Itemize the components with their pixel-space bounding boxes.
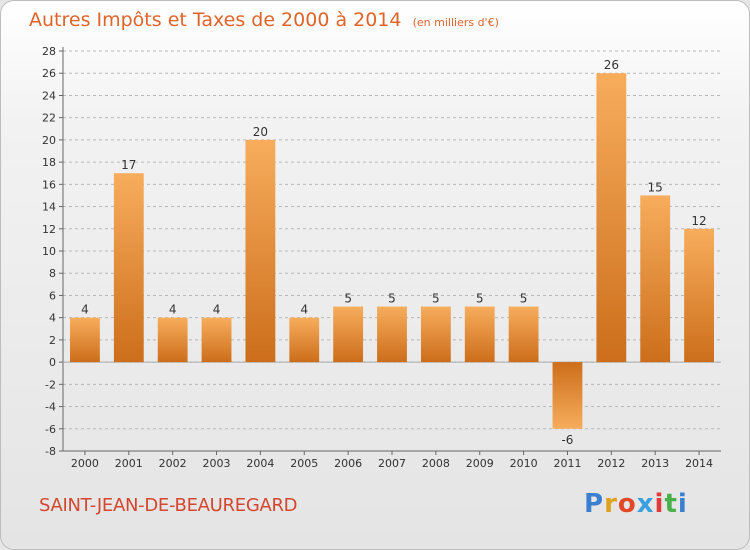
data-label: 15 bbox=[648, 180, 663, 194]
y-tick-label: 22 bbox=[42, 112, 56, 125]
x-tick-label: 2006 bbox=[334, 457, 362, 470]
data-label: 5 bbox=[388, 292, 396, 306]
data-label: 4 bbox=[169, 303, 177, 317]
x-tick-label: 2009 bbox=[466, 457, 494, 470]
data-label: 12 bbox=[691, 214, 706, 228]
x-tick-label: 2001 bbox=[115, 457, 143, 470]
bar bbox=[508, 306, 539, 363]
y-tick-label: -8 bbox=[45, 445, 56, 458]
logo-letter: i bbox=[677, 489, 688, 519]
bar bbox=[157, 317, 188, 363]
y-tick-label: 0 bbox=[49, 356, 56, 369]
bar bbox=[333, 306, 364, 363]
data-label: 5 bbox=[344, 292, 352, 306]
x-tick-label: 2007 bbox=[378, 457, 406, 470]
y-tick-label: -2 bbox=[45, 378, 56, 391]
bar bbox=[245, 139, 276, 363]
bar bbox=[70, 317, 100, 363]
y-tick-label: 28 bbox=[42, 45, 56, 58]
data-label: 5 bbox=[520, 292, 528, 306]
bar bbox=[684, 228, 714, 363]
chart-title-line: Autres Impôts et Taxes de 2000 à 2014 (e… bbox=[29, 9, 499, 31]
y-tick-label: 14 bbox=[42, 201, 56, 214]
bar bbox=[420, 306, 451, 363]
logo-letter: x bbox=[636, 489, 655, 519]
logo-letter: t bbox=[664, 489, 678, 519]
logo-letter: P bbox=[584, 489, 605, 519]
bar bbox=[289, 317, 320, 363]
x-tick-label: 2005 bbox=[290, 457, 318, 470]
bar bbox=[377, 306, 407, 363]
y-tick-label: 18 bbox=[42, 156, 56, 169]
commune-name: SAINT-JEAN-DE-BEAUREGARD bbox=[39, 495, 298, 516]
data-label: 4 bbox=[81, 303, 89, 317]
chart-unit: (en milliers d'€) bbox=[412, 16, 499, 29]
y-tick-label: -6 bbox=[45, 423, 56, 436]
data-label: 5 bbox=[432, 292, 440, 306]
data-label: 17 bbox=[121, 158, 136, 172]
y-tick-label: 10 bbox=[42, 245, 56, 258]
data-label: 26 bbox=[604, 58, 619, 72]
logo-letter: o bbox=[617, 489, 637, 519]
x-tick-label: 2013 bbox=[641, 457, 669, 470]
x-tick-label: 2000 bbox=[71, 457, 99, 470]
x-tick-label: 2002 bbox=[159, 457, 187, 470]
bar bbox=[596, 73, 627, 363]
data-label: 20 bbox=[253, 125, 268, 139]
bar bbox=[113, 173, 144, 363]
y-tick-label: 24 bbox=[42, 89, 56, 102]
data-label: 5 bbox=[476, 292, 484, 306]
y-tick-label: 4 bbox=[49, 312, 56, 325]
chart-title: Autres Impôts et Taxes de 2000 à 2014 bbox=[29, 9, 402, 31]
data-label: 4 bbox=[300, 303, 308, 317]
logo-letter: r bbox=[604, 489, 618, 519]
x-tick-label: 2010 bbox=[510, 457, 538, 470]
bar bbox=[201, 317, 232, 363]
y-tick-label: -4 bbox=[45, 401, 56, 414]
y-tick-label: 6 bbox=[49, 289, 56, 302]
x-tick-label: 2012 bbox=[597, 457, 625, 470]
bar bbox=[640, 195, 671, 363]
y-tick-label: 2 bbox=[49, 334, 56, 347]
logo-letter: i bbox=[654, 489, 665, 519]
y-tick-label: 26 bbox=[42, 67, 56, 80]
proxiti-logo: Proxiti bbox=[584, 489, 688, 519]
y-tick-label: 20 bbox=[42, 134, 56, 147]
x-tick-label: 2008 bbox=[422, 457, 450, 470]
y-tick-label: 16 bbox=[42, 178, 56, 191]
bar bbox=[552, 362, 583, 429]
y-tick-label: 8 bbox=[49, 267, 56, 280]
data-label: 4 bbox=[213, 303, 221, 317]
x-tick-label: 2014 bbox=[685, 457, 713, 470]
x-tick-label: 2004 bbox=[246, 457, 274, 470]
x-tick-label: 2011 bbox=[553, 457, 581, 470]
x-tick-label: 2003 bbox=[203, 457, 231, 470]
y-tick-label: 12 bbox=[42, 223, 56, 236]
bar bbox=[464, 306, 495, 363]
data-label: -6 bbox=[561, 433, 573, 447]
